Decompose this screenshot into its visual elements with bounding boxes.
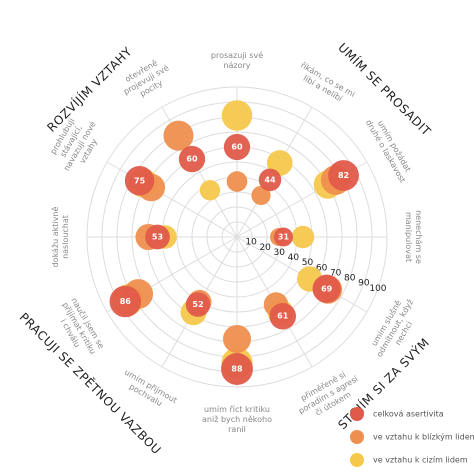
value-label: 60 [231, 143, 243, 152]
bubble [163, 120, 194, 151]
legend-swatch [350, 407, 364, 421]
value-label: 61 [277, 312, 289, 321]
category-label: umím říct kritiku aniž bych někoho ranil [202, 405, 272, 434]
bubble [145, 224, 170, 250]
r-tick-label: 30 [274, 248, 286, 258]
value-label: 44 [264, 175, 276, 184]
r-tick-label: 100 [369, 284, 386, 294]
category-label: dokážu aktivněnaslouchat [51, 207, 70, 268]
bubble [312, 274, 341, 303]
value-label: 60 [186, 155, 198, 164]
value-label: 75 [134, 176, 146, 185]
r-tick-label: 10 [245, 238, 257, 248]
value-label: 69 [321, 284, 333, 293]
category-label: prosazuji své názory [211, 50, 263, 70]
bubble [221, 100, 253, 131]
value-label: 53 [152, 233, 163, 242]
bubble [178, 145, 206, 173]
r-tick-label: 20 [259, 243, 271, 253]
bubble [251, 185, 271, 206]
r-tick-label: 90 [358, 279, 370, 289]
category-label: říkám, co se milíbí a nelíbí [294, 60, 357, 107]
bubble [328, 160, 359, 191]
bubble [269, 302, 297, 330]
bubble [258, 168, 282, 192]
bubble [185, 292, 211, 317]
category-label: nenechám semanipulovat [405, 210, 424, 264]
legend-label: celková asertivita [373, 410, 444, 419]
bubble [199, 180, 221, 201]
bubble [226, 171, 248, 192]
legend-swatch [350, 430, 364, 444]
r-tick-label: 70 [330, 268, 342, 278]
value-label: 82 [338, 171, 349, 180]
category-label: umím požádatdruhé o laskavost [364, 113, 416, 184]
category-label: umím přijmoutpochvalu [118, 367, 179, 413]
bubble [223, 133, 251, 161]
value-label: 52 [192, 300, 203, 309]
bubble [274, 227, 293, 247]
bubble [291, 225, 315, 249]
legend-label: ve vztahu k blízkým lidem [373, 433, 474, 442]
value-label: 88 [231, 365, 243, 374]
bubble [124, 166, 155, 196]
legend-label: ve vztahu k cizím lidem [373, 456, 468, 465]
bubble [109, 285, 142, 318]
bubble [221, 353, 253, 385]
bubble [222, 324, 252, 354]
r-tick-label: 40 [288, 253, 300, 263]
r-tick-label: 80 [344, 274, 356, 284]
r-tick-label: 60 [316, 263, 328, 273]
value-label: 86 [120, 297, 132, 306]
value-label: 31 [278, 233, 290, 242]
r-tick-label: 50 [302, 258, 314, 268]
spoke [106, 161, 238, 238]
legend-swatch [350, 453, 364, 467]
